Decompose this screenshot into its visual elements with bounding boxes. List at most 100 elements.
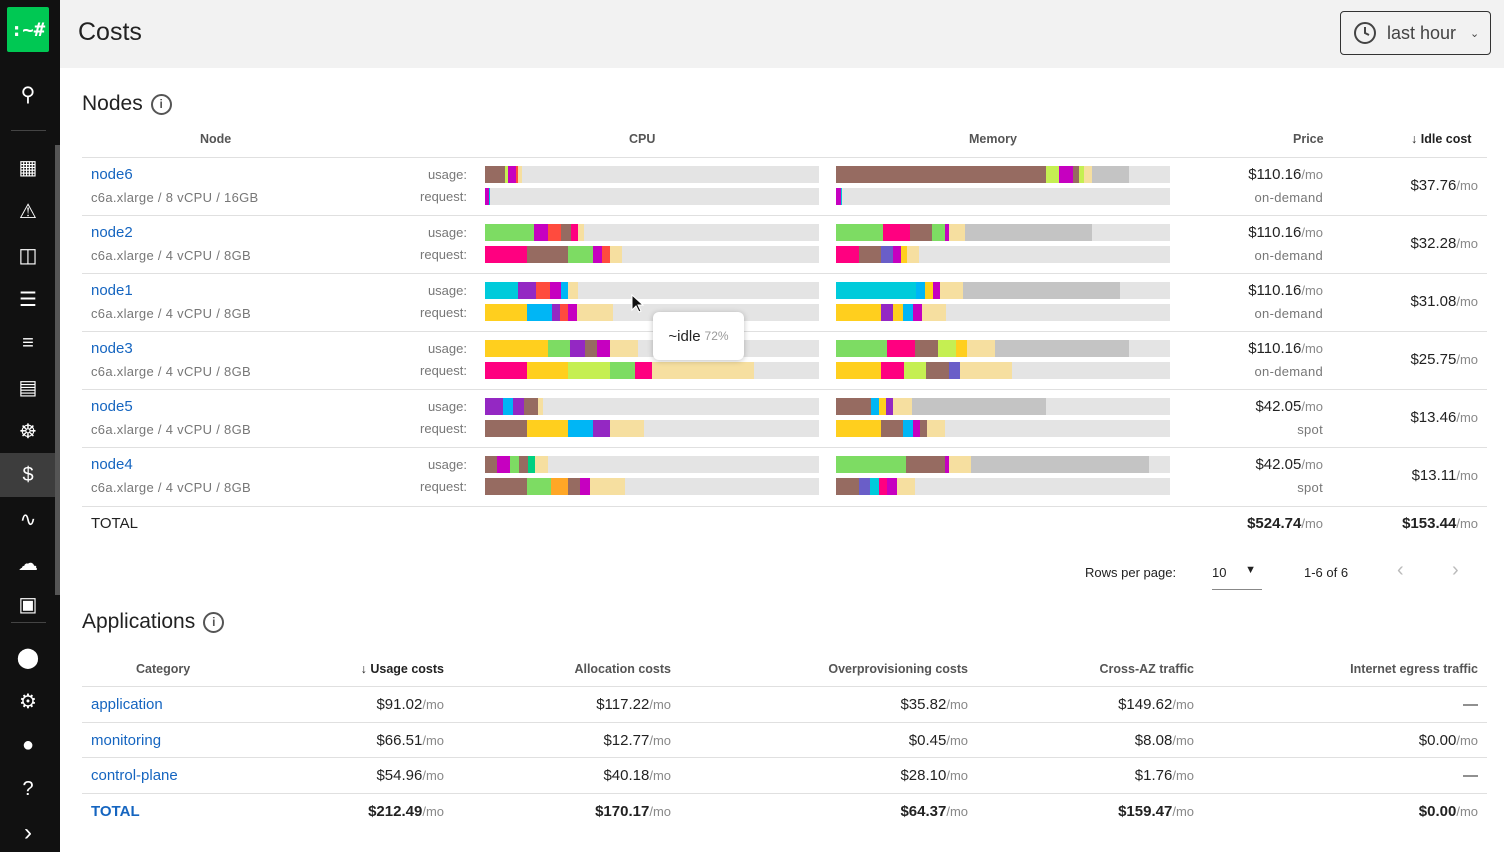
bar-segment[interactable] <box>836 188 841 205</box>
bar-segment[interactable] <box>922 304 947 321</box>
bar-segment[interactable] <box>568 362 611 379</box>
bar-segment[interactable] <box>836 246 860 263</box>
expand-icon[interactable]: › <box>24 819 32 846</box>
bar-segment[interactable] <box>836 340 888 357</box>
bar-segment[interactable] <box>931 224 945 241</box>
log-search-icon[interactable]: ≡ <box>22 331 34 354</box>
memory-request-bar[interactable] <box>836 246 1170 263</box>
bar-segment[interactable] <box>859 246 882 263</box>
memory-usage-bar[interactable] <box>836 340 1170 357</box>
cpu-request-bar[interactable] <box>485 246 819 263</box>
bar-segment[interactable] <box>901 246 908 263</box>
bar-segment[interactable] <box>513 398 525 415</box>
bar-segment[interactable] <box>913 420 921 437</box>
bar-segment[interactable] <box>527 478 552 495</box>
bar-segment[interactable] <box>552 304 561 321</box>
cpu-usage-bar[interactable] <box>485 456 819 473</box>
bar-segment[interactable] <box>527 304 553 321</box>
bar-segment[interactable] <box>916 282 926 299</box>
bar-segment[interactable] <box>903 304 914 321</box>
bar-segment[interactable] <box>949 456 972 473</box>
bar-segment[interactable] <box>568 420 594 437</box>
bar-segment[interactable] <box>963 282 1120 299</box>
bar-segment[interactable] <box>836 166 1047 183</box>
bar-segment[interactable] <box>938 340 957 357</box>
node-link[interactable]: node5 <box>91 398 133 415</box>
bar-segment[interactable] <box>871 398 880 415</box>
bar-segment[interactable] <box>944 224 949 241</box>
bar-segment[interactable] <box>489 188 491 205</box>
bar-segment[interactable] <box>485 398 504 415</box>
dashboard-icon[interactable]: ▣ <box>18 593 38 616</box>
node-link[interactable]: node1 <box>91 282 133 299</box>
kubernetes-icon[interactable]: ☸ <box>19 420 37 443</box>
col-idle-cost[interactable]: ↓ Idle cost <box>1411 132 1471 146</box>
bar-segment[interactable] <box>836 224 883 241</box>
bar-segment[interactable] <box>1073 166 1080 183</box>
bar-segment[interactable] <box>945 456 950 473</box>
grid-icon[interactable]: ▦ <box>18 156 38 179</box>
bar-segment[interactable] <box>906 456 946 473</box>
bar-segment[interactable] <box>485 224 535 241</box>
bar-segment[interactable] <box>1079 166 1085 183</box>
bar-segment[interactable] <box>527 246 569 263</box>
cpu-request-bar[interactable] <box>485 188 819 205</box>
category-link[interactable]: application <box>91 696 163 713</box>
search-icon[interactable]: ⚲ <box>20 83 36 106</box>
bar-segment[interactable] <box>579 478 590 495</box>
bar-segment[interactable] <box>933 282 941 299</box>
bar-segment[interactable] <box>610 246 623 263</box>
bar-segment[interactable] <box>859 478 871 495</box>
bar-segment[interactable] <box>527 362 569 379</box>
memory-usage-bar[interactable] <box>836 166 1170 183</box>
memory-usage-bar[interactable] <box>836 282 1170 299</box>
bar-segment[interactable] <box>585 340 597 357</box>
bar-segment[interactable] <box>881 304 894 321</box>
bar-segment[interactable] <box>560 304 569 321</box>
bar-segment[interactable] <box>836 304 882 321</box>
col-price[interactable]: Price <box>1293 132 1324 146</box>
memory-request-bar[interactable] <box>836 478 1170 495</box>
bar-segment[interactable] <box>893 246 902 263</box>
bar-segment[interactable] <box>534 224 549 241</box>
bar-segment[interactable] <box>551 478 568 495</box>
memory-usage-bar[interactable] <box>836 224 1170 241</box>
dollar-icon[interactable]: $ <box>0 453 56 497</box>
col-allocation-costs[interactable]: Allocation costs <box>574 662 671 676</box>
col-category[interactable]: Category <box>136 662 191 676</box>
bar-segment[interactable] <box>516 166 518 183</box>
bar-segment[interactable] <box>571 224 579 241</box>
bar-segment[interactable] <box>485 166 506 183</box>
cpu-request-bar[interactable] <box>485 304 819 321</box>
bar-segment[interactable] <box>485 420 528 437</box>
bar-segment[interactable] <box>836 420 882 437</box>
memory-request-bar[interactable] <box>836 362 1170 379</box>
bar-segment[interactable] <box>568 282 579 299</box>
col-memory[interactable]: Memory <box>969 132 1017 146</box>
bar-segment[interactable] <box>967 340 996 357</box>
bar-segment[interactable] <box>503 398 514 415</box>
bar-segment[interactable] <box>836 282 917 299</box>
gear-icon[interactable]: ⚙ <box>19 690 37 713</box>
bar-segment[interactable] <box>593 246 603 263</box>
bar-segment[interactable] <box>893 304 904 321</box>
cpu-request-bar[interactable] <box>485 362 819 379</box>
col-node[interactable]: Node <box>200 132 232 146</box>
bar-segment[interactable] <box>956 340 968 357</box>
bar-segment[interactable] <box>903 420 914 437</box>
bar-segment[interactable] <box>485 478 528 495</box>
waveform-icon[interactable]: ∿ <box>19 508 37 531</box>
bar-segment[interactable] <box>568 304 578 321</box>
sidebar-scrollbar[interactable] <box>55 145 60 595</box>
bar-segment[interactable] <box>609 340 638 357</box>
col-cross-az[interactable]: Cross-AZ traffic <box>1099 662 1194 676</box>
cloud-icon[interactable]: ☁ <box>18 552 38 575</box>
bar-segment[interactable] <box>485 362 528 379</box>
bar-segment[interactable] <box>836 398 872 415</box>
bar-segment[interactable] <box>879 478 888 495</box>
rows-per-page-select[interactable]: 10 ▼ <box>1212 560 1262 590</box>
memory-usage-bar[interactable] <box>836 456 1170 473</box>
bar-segment[interactable] <box>567 478 580 495</box>
col-usage-costs[interactable]: ↓ Usage costs <box>360 662 444 676</box>
bar-segment[interactable] <box>651 362 754 379</box>
